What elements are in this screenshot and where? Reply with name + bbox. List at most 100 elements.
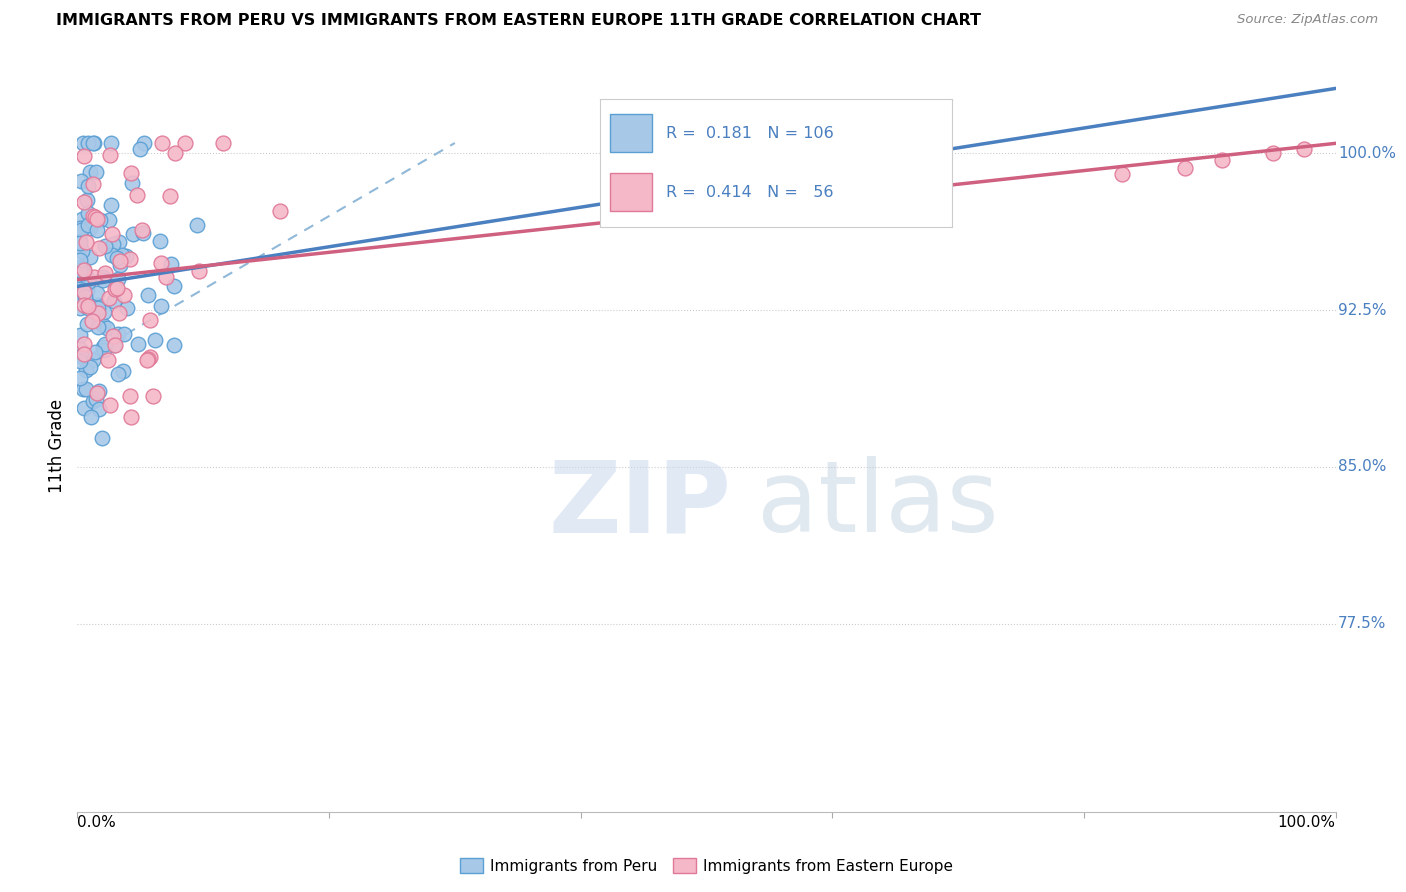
Point	[70, 259, 93, 273]
Point	[150, 136, 173, 150]
Point	[159, 257, 181, 271]
Point	[72, 136, 94, 150]
Point	[82, 393, 104, 408]
Point	[84, 392, 107, 406]
Point	[76, 276, 98, 290]
Point	[87, 301, 110, 315]
Y-axis label: 11th Grade: 11th Grade	[48, 399, 66, 493]
Point	[72, 347, 94, 361]
Point	[122, 227, 145, 241]
Point	[76, 296, 98, 310]
Point	[149, 299, 172, 313]
Point	[72, 149, 94, 163]
Point	[125, 188, 148, 202]
Point	[105, 281, 128, 295]
Point	[111, 248, 134, 262]
Point	[86, 223, 108, 237]
Point	[82, 136, 104, 150]
Point	[73, 401, 96, 415]
Point	[103, 338, 125, 352]
Point	[98, 398, 121, 412]
Point	[96, 321, 118, 335]
Point	[94, 239, 117, 253]
Point	[69, 226, 91, 240]
Point	[72, 264, 94, 278]
Text: 85.0%: 85.0%	[1339, 459, 1386, 475]
Point	[87, 241, 110, 255]
Point	[136, 352, 159, 367]
Point	[84, 165, 107, 179]
Point	[70, 292, 93, 306]
Point	[76, 218, 98, 232]
Point	[1294, 142, 1316, 156]
Point	[72, 383, 94, 397]
Point	[79, 359, 101, 374]
Point	[136, 288, 159, 302]
Text: 92.5%: 92.5%	[1339, 302, 1386, 318]
Point	[87, 384, 110, 399]
Point	[101, 227, 124, 242]
Point	[212, 136, 235, 150]
Point	[86, 319, 108, 334]
Point	[112, 288, 135, 302]
Point	[150, 256, 173, 270]
Point	[103, 293, 125, 308]
Point	[89, 402, 111, 417]
Point	[82, 314, 104, 328]
Point	[120, 409, 142, 424]
Point	[107, 271, 129, 285]
Point	[86, 211, 108, 226]
Point	[79, 220, 101, 235]
Point	[118, 389, 141, 403]
Point	[103, 338, 125, 352]
Point	[86, 386, 108, 401]
Point	[100, 198, 122, 212]
Text: ZIP: ZIP	[548, 456, 731, 553]
Point	[73, 285, 96, 299]
Point	[93, 343, 115, 357]
Point	[83, 136, 105, 150]
Point	[91, 318, 114, 332]
Point	[69, 288, 91, 302]
Point	[97, 292, 120, 306]
Point	[69, 221, 91, 235]
Point	[72, 194, 94, 209]
Point	[77, 206, 100, 220]
Point	[139, 313, 162, 327]
Point	[72, 262, 94, 277]
Point	[72, 261, 94, 276]
Point	[118, 252, 141, 266]
Legend: Immigrants from Peru, Immigrants from Eastern Europe: Immigrants from Peru, Immigrants from Ea…	[460, 857, 953, 873]
Point	[132, 136, 155, 150]
Point	[69, 253, 91, 268]
Point	[174, 136, 197, 150]
Point	[72, 297, 94, 311]
Point	[100, 136, 122, 150]
Point	[127, 336, 149, 351]
Point	[69, 223, 91, 237]
Point	[69, 353, 91, 368]
Point	[128, 142, 150, 156]
Text: Source: ZipAtlas.com: Source: ZipAtlas.com	[1237, 13, 1378, 27]
Point	[72, 279, 94, 293]
Point	[120, 166, 142, 180]
Point	[101, 329, 124, 343]
Point	[69, 234, 91, 248]
Point	[110, 253, 132, 268]
Point	[87, 298, 110, 312]
Point	[1261, 146, 1284, 161]
Point	[80, 409, 103, 424]
Point	[105, 251, 128, 265]
Point	[69, 262, 91, 277]
Point	[77, 298, 100, 312]
Point	[75, 362, 97, 376]
Point	[82, 177, 104, 191]
Text: 100.0%: 100.0%	[1339, 146, 1396, 161]
Point	[69, 268, 91, 282]
Point	[69, 301, 91, 316]
Point	[70, 174, 93, 188]
Text: IMMIGRANTS FROM PERU VS IMMIGRANTS FROM EASTERN EUROPE 11TH GRADE CORRELATION CH: IMMIGRANTS FROM PERU VS IMMIGRANTS FROM …	[56, 13, 981, 29]
Point	[163, 145, 186, 160]
Point	[70, 244, 93, 258]
Point	[91, 273, 114, 287]
